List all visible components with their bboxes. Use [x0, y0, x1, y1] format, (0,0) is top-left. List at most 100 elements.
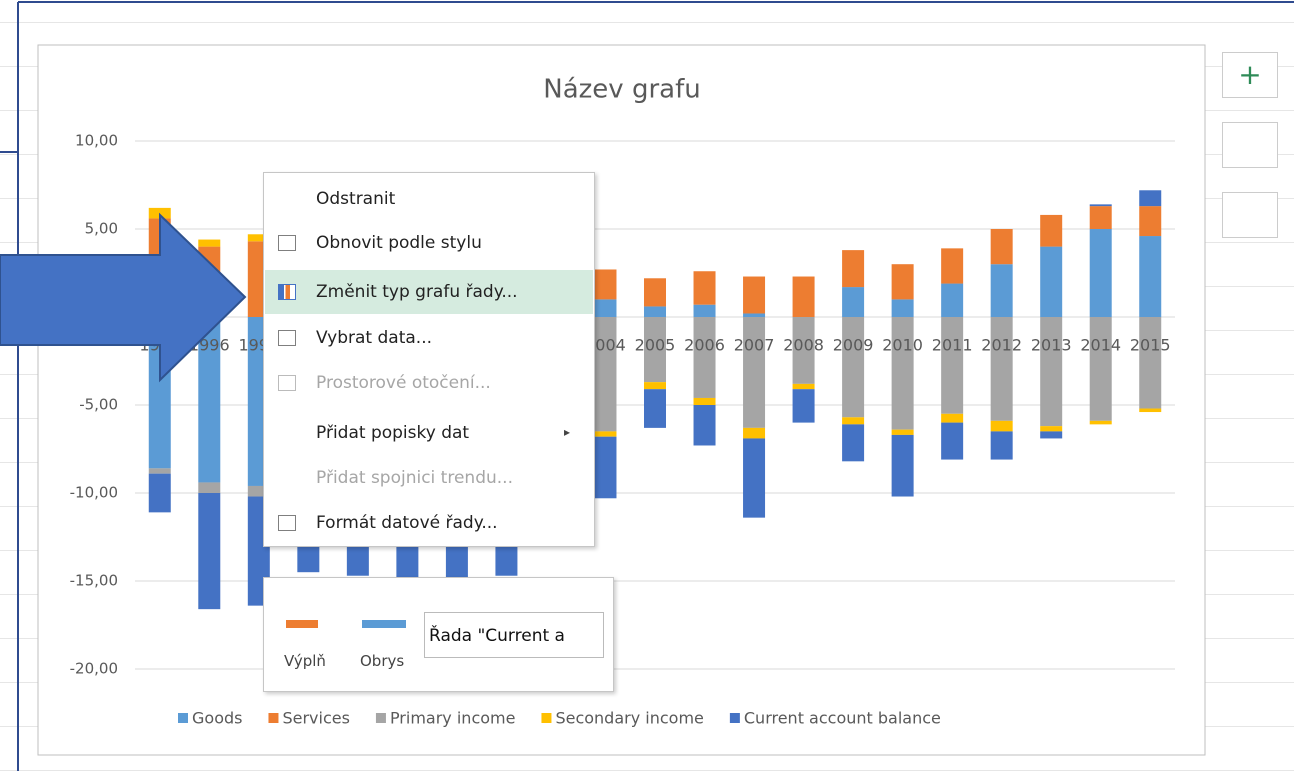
bar-segment	[891, 264, 914, 300]
bar-segment	[1139, 408, 1162, 413]
legend-swatch	[268, 713, 279, 723]
series-dropdown[interactable]: Řada "Current a	[424, 612, 604, 658]
bar-segment	[247, 485, 270, 497]
x-tick-label: 2004	[585, 336, 626, 355]
menu-icon	[278, 375, 296, 391]
bar-segment	[644, 306, 666, 317]
bar-segment	[1089, 204, 1112, 207]
bar-segment	[198, 239, 221, 247]
y-tick-label: 5,00	[85, 220, 118, 238]
bar-segment	[941, 283, 964, 317]
x-tick-label: 2008	[783, 336, 824, 355]
legend-swatch	[729, 713, 740, 723]
bar-segment	[594, 269, 617, 300]
y-tick-label: -5,00	[79, 396, 118, 414]
bar-segment	[990, 431, 1013, 460]
legend-label: Primary income	[390, 709, 516, 728]
bar-segment	[148, 207, 171, 219]
menu-item: Přidat spojnici trendu...	[316, 468, 513, 488]
bar-segment	[693, 405, 716, 446]
y-tick-label: -20,00	[70, 660, 118, 678]
submenu-arrow: ▸	[564, 425, 571, 439]
menu-icon	[278, 235, 296, 251]
x-tick-label: 2012	[981, 336, 1022, 355]
bar-segment	[792, 276, 815, 317]
menu-icon	[278, 330, 296, 346]
x-tick-label: 2015	[1130, 336, 1171, 355]
chart-styles-button[interactable]	[1222, 122, 1278, 168]
x-tick-label: 2011	[932, 336, 973, 355]
bar-segment	[941, 317, 964, 414]
x-tick-label: 2007	[734, 336, 775, 355]
bar-segment	[198, 493, 221, 610]
bar-segment	[1089, 206, 1112, 229]
bar-segment	[990, 264, 1013, 317]
bar-segment	[941, 248, 964, 284]
bar-segment	[594, 436, 617, 499]
bar-segment	[743, 276, 766, 314]
menu-item[interactable]: Změnit typ grafu řady...	[316, 282, 518, 302]
bar-segment	[1139, 236, 1162, 317]
bar-segment	[693, 317, 716, 398]
menu-icon	[278, 515, 296, 531]
menu-item[interactable]: Odstranit	[316, 189, 396, 209]
bar-segment	[891, 299, 914, 317]
x-tick-label: 2009	[833, 336, 874, 355]
legend-swatch	[541, 713, 552, 723]
bar-segment	[1040, 426, 1063, 432]
menu-item[interactable]: Vybrat data...	[316, 328, 433, 348]
menu-item[interactable]: Přidat popisky dat	[316, 423, 470, 443]
chart-elements-button[interactable]: +	[1222, 52, 1278, 98]
bar-segment	[594, 299, 617, 317]
bar-segment	[842, 317, 865, 418]
bar-segment	[891, 434, 914, 497]
x-tick-label: 2005	[635, 336, 676, 355]
y-tick-label: 10,00	[75, 132, 118, 150]
legend-label: Goods	[192, 709, 242, 728]
bar-segment	[693, 397, 716, 405]
bar-segment	[792, 317, 815, 384]
bar-segment	[792, 383, 815, 390]
fill-label: Výplň	[284, 652, 326, 670]
bar-segment	[594, 431, 617, 437]
bar-segment	[247, 234, 270, 242]
bar-segment	[1089, 420, 1112, 425]
menu-item[interactable]: Formát datové řady...	[316, 513, 498, 533]
y-tick-label: -15,00	[70, 572, 118, 590]
legend-swatch	[375, 713, 386, 723]
pointer-arrow	[0, 212, 247, 383]
bar-segment	[1040, 214, 1063, 247]
chart-title: Název grafu	[543, 75, 700, 105]
menu-item: Prostorové otočení...	[316, 373, 491, 393]
bar-segment	[743, 317, 766, 428]
bar-segment	[1139, 206, 1162, 237]
bar-segment	[941, 413, 964, 423]
bar-segment	[1089, 317, 1112, 421]
x-tick-label: 2006	[684, 336, 725, 355]
x-tick-label: 2010	[882, 336, 923, 355]
menu-item[interactable]: Obnovit podle stylu	[316, 233, 482, 253]
bar-segment	[594, 317, 617, 432]
legend-label: Secondary income	[555, 709, 703, 728]
mini-toolbar: Výplň Obrys Řada "Current a	[263, 577, 614, 692]
x-tick-label: 2013	[1031, 336, 1072, 355]
bar-segment	[148, 473, 171, 513]
bar-segment	[842, 250, 865, 288]
bar-segment	[644, 389, 666, 428]
bar-segment	[990, 420, 1013, 432]
bar-segment	[693, 304, 716, 317]
bar-segment	[743, 427, 766, 439]
menu-icon	[278, 284, 296, 300]
chart-filters-button[interactable]	[1222, 192, 1278, 238]
arrow-overlay	[0, 212, 247, 383]
fill-button[interactable]	[286, 620, 318, 628]
bar-segment	[1139, 190, 1162, 207]
bar-segment	[1040, 246, 1063, 317]
bar-segment	[198, 317, 221, 483]
bar-segment	[941, 422, 964, 460]
bar-segment	[1139, 317, 1162, 409]
bar-segment	[842, 417, 865, 425]
outline-button[interactable]	[362, 620, 406, 628]
bar-segment	[743, 313, 766, 317]
